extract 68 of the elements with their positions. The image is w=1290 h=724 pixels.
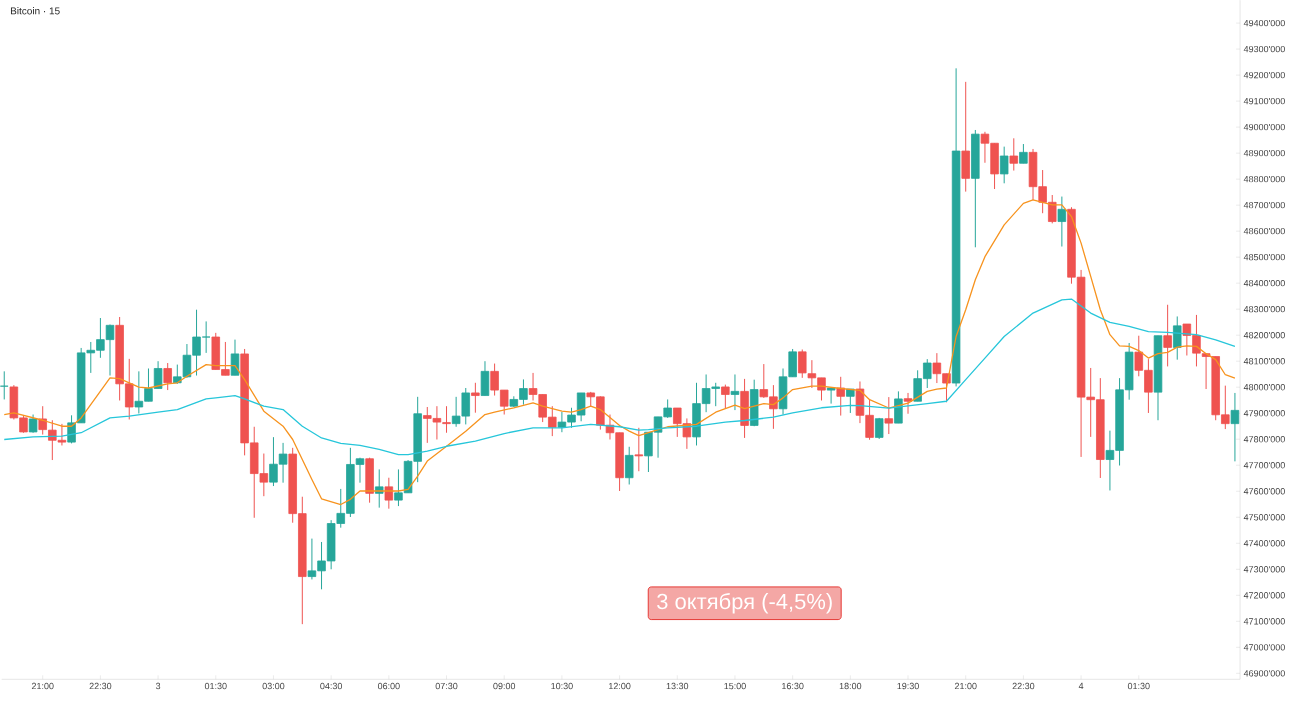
x-tick-label: 13:30 <box>666 682 689 690</box>
candlestick <box>163 362 172 391</box>
x-tick-label: 19:30 <box>897 682 919 690</box>
x-tick-label: 03:00 <box>262 682 285 690</box>
x-tick-label: 09:00 <box>493 682 516 690</box>
x-tick-label: 21:00 <box>31 682 54 690</box>
y-tick-label: 47000'000 <box>1243 644 1285 651</box>
x-tick-label: 04:30 <box>320 682 343 690</box>
x-tick-label: 22:30 <box>1012 682 1035 690</box>
y-tick-label: 47900'000 <box>1243 409 1285 417</box>
y-tick-label: 47600'000 <box>1243 487 1285 495</box>
x-tick-label: 07:30 <box>435 682 458 690</box>
x-tick-label: 4 <box>1078 682 1084 689</box>
y-tick-label: 46900'000 <box>1243 670 1285 677</box>
y-tick-label: 48600'000 <box>1243 227 1285 235</box>
annotation: 3 октября (-4,5%) <box>657 592 832 614</box>
candlestick <box>471 382 480 414</box>
candlestick <box>826 387 836 404</box>
x-tick-label: 18:00 <box>839 682 862 690</box>
x-tick-label: 22:30 <box>89 682 112 690</box>
y-tick-label: 48300'000 <box>1243 305 1285 313</box>
y-tick-label: 47500'000 <box>1243 513 1285 521</box>
candlestick <box>730 373 740 411</box>
x-tick-label: 06:00 <box>377 682 400 690</box>
candlestick <box>999 146 1009 184</box>
candlestick <box>1163 304 1172 367</box>
x-tick-label: 15:00 <box>724 682 746 690</box>
y-tick-label: 49200'000 <box>1243 71 1285 79</box>
y-tick-label: 47100'000 <box>1243 617 1285 625</box>
y-tick-label: 48200'000 <box>1243 331 1285 339</box>
y-tick-label: 47300'000 <box>1243 565 1285 573</box>
candlestick <box>1019 143 1028 164</box>
y-tick-label: 48700'000 <box>1243 201 1285 209</box>
candlestick <box>1172 315 1182 361</box>
y-tick-label: 47800'000 <box>1243 435 1285 443</box>
x-tick-label: 21:00 <box>954 682 977 690</box>
y-tick-label: 48500'000 <box>1243 253 1285 261</box>
y-tick-label: 48400'000 <box>1243 279 1285 287</box>
y-tick-label: 49300'000 <box>1243 45 1285 53</box>
y-tick-label: 49100'000 <box>1243 97 1285 105</box>
y-tick-label: 48100'000 <box>1243 357 1285 365</box>
x-tick-label: 10:30 <box>551 682 573 690</box>
y-tick-label: 47700'000 <box>1243 461 1285 469</box>
candlestick <box>903 392 913 415</box>
x-tick-label: 01:30 <box>1127 682 1150 690</box>
y-tick-label: 47200'000 <box>1243 591 1285 599</box>
x-tick-label: 12:00 <box>609 682 631 690</box>
y-tick-label: 48800'000 <box>1243 175 1285 183</box>
candlestick <box>634 427 644 472</box>
y-tick-label: 49400'000 <box>1243 19 1285 27</box>
y-tick-label: 49000'000 <box>1243 123 1285 131</box>
y-tick-label: 47400'000 <box>1243 539 1285 547</box>
y-tick-label: 48900'000 <box>1243 149 1285 157</box>
candlestick <box>230 338 240 376</box>
candlestick <box>1057 195 1067 247</box>
candlestick <box>1230 392 1240 462</box>
x-tick-label: 16:30 <box>782 682 804 690</box>
candlestick <box>836 376 845 416</box>
candlestick <box>884 396 894 435</box>
candlestick <box>624 446 634 485</box>
candlestick <box>28 413 38 434</box>
x-tick-label: 01:30 <box>204 682 227 690</box>
candlestick <box>1009 137 1019 171</box>
x-tick-label: 3 <box>155 682 161 690</box>
text: Bitcoin · 15 <box>10 6 60 15</box>
y-tick-label: 48000'000 <box>1243 383 1285 391</box>
candlestick <box>721 383 730 409</box>
candlestick <box>846 388 855 414</box>
